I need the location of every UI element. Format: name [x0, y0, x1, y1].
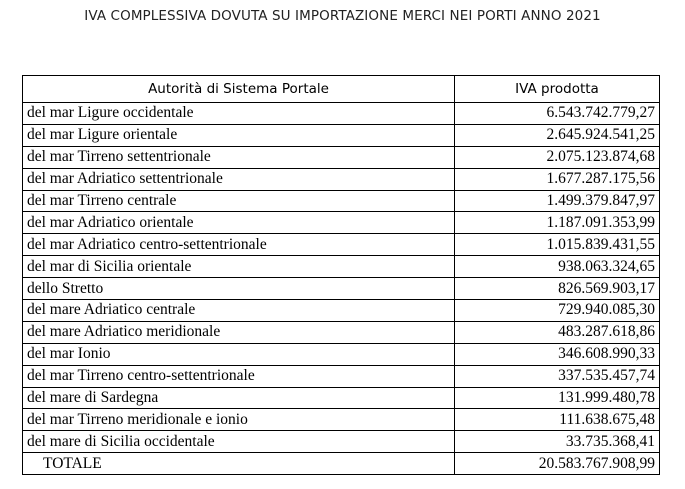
table-row: del mar Adriatico orientale 1.187.091.353…: [22, 211, 660, 235]
port-authority: del mar Tirreno meridionale e ionio: [22, 408, 455, 432]
port-authority: del mar Tirreno centro-settentrionale: [22, 364, 455, 388]
vat-amount: 483.287.618,86: [454, 320, 660, 344]
table-row: del mare Adriatico meridionale 483.287.61…: [22, 320, 660, 344]
column-header: IVA prodotta: [454, 75, 660, 103]
vat-amount: 1.499.379.847,97: [454, 189, 660, 213]
table-row: del mar Tirreno meridionale e ionio 111.6…: [22, 408, 660, 432]
port-authority: del mare di Sicilia occidentale: [22, 430, 455, 454]
port-authority: del mar Ligure orientale: [22, 123, 455, 147]
vat-amount: 6.543.742.779,27: [454, 102, 660, 125]
table-row: del mar Ligure occidentale 6.543.742.779,…: [22, 102, 660, 125]
table-row: del mare di Sardegna 131.999.480,78: [22, 386, 660, 410]
vat-amount: 2.645.924.541,25: [454, 123, 660, 147]
vat-amount: 33.735.368,41: [454, 430, 660, 454]
port-authority: del mar Adriatico orientale: [22, 211, 455, 235]
table-row: del mar Tirreno centrale 1.499.379.847,97: [22, 189, 660, 213]
table-row: del mar Adriatico settentrionale 1.677.28…: [22, 167, 660, 191]
column-header: Autorità di Sistema Portale: [22, 75, 455, 103]
table-row: del mar Ligure orientale 2.645.924.541,25: [22, 123, 660, 147]
vat-amount: 346.608.990,33: [454, 342, 660, 366]
table-row: del mar di Sicilia orientale 938.063.324,…: [22, 255, 660, 279]
table-row: dello Stretto 826.569.903,17: [22, 277, 660, 301]
vat-amount: 729.940.085,30: [454, 299, 660, 322]
vat-amount: 111.638.675,48: [454, 408, 660, 432]
total-amount: 20.583.767.908,99: [454, 452, 660, 476]
port-authority: del mare di Sardegna: [22, 386, 455, 410]
vat-amount: 1.187.091.353,99: [454, 211, 660, 235]
total-row: TOTALE 20.583.767.908,99: [22, 452, 660, 476]
port-authority: del mar di Sicilia orientale: [22, 255, 455, 279]
table-row: del mar Adriatico centro-settentrionale 1…: [22, 233, 660, 257]
table-row: del mare Adriatico centrale 729.940.085,3…: [22, 299, 660, 322]
port-authority: del mar Adriatico centro-settentrionale: [22, 233, 455, 257]
title: IVA COMPLESSIVA DOVUTA SU IMPORTAZIONE M…: [84, 8, 601, 24]
vat-amount: 2.075.123.874,68: [454, 145, 660, 169]
vat-amount: 131.999.480,78: [454, 386, 660, 410]
port-authority: del mar Adriatico settentrionale: [22, 167, 455, 191]
port-authority: del mare Adriatico centrale: [22, 299, 455, 322]
vat-amount: 1.015.839.431,55: [454, 233, 660, 257]
table-row: del mar Tirreno settentrionale 2.075.123.…: [22, 145, 660, 169]
table: Autorità di Sistema Portale IVA prodotta…: [22, 75, 660, 476]
table-row: del mare di Sicilia occidentale 33.735.36…: [22, 430, 660, 454]
vat-amount: 337.535.457,74: [454, 364, 660, 388]
port-authority: del mare Adriatico meridionale: [22, 320, 455, 344]
vat-amount: 938.063.324,65: [454, 255, 660, 279]
total-label: TOTALE: [22, 452, 455, 476]
table-row: del mar Tirreno centro-settentrionale 337…: [22, 364, 660, 388]
vat-amount: 826.569.903,17: [454, 277, 660, 301]
port-authority: dello Stretto: [22, 277, 455, 301]
table-row: del mar Ionio 346.608.990,33: [22, 342, 660, 366]
header-row: Autorità di Sistema Portale IVA prodotta: [22, 75, 660, 103]
port-authority: del mar Tirreno centrale: [22, 189, 455, 213]
port-authority: del mar Ionio: [22, 342, 455, 366]
vat-amount: 1.677.287.175,56: [454, 167, 660, 191]
table-body: del mar Ligure occidentale 6.543.742.779,…: [22, 102, 660, 476]
port-authority: del mar Tirreno settentrionale: [22, 145, 455, 169]
port-authority: del mar Ligure occidentale: [22, 102, 455, 125]
